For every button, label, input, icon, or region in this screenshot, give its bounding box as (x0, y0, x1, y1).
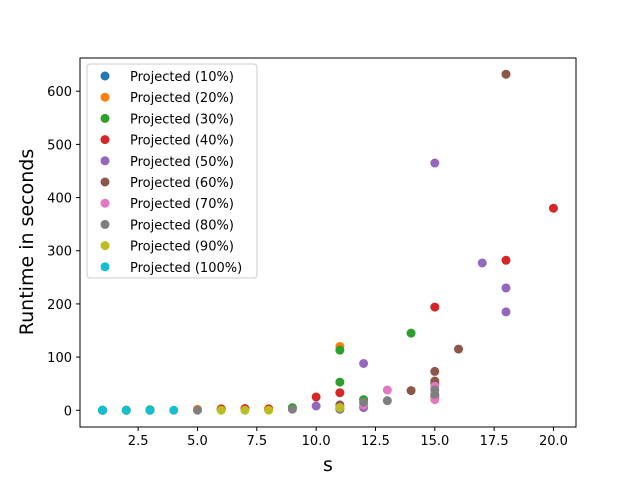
series-9 (98, 403, 345, 415)
legend-marker (100, 135, 110, 145)
plot-frame (79, 57, 577, 428)
y-tick-label: 200 (47, 298, 72, 313)
data-point (430, 389, 440, 399)
data-point (335, 377, 345, 387)
y-tick-label: 500 (47, 138, 72, 153)
legend-marker (100, 241, 110, 251)
data-point (382, 396, 392, 406)
legend-label: Projected (50%) (130, 155, 234, 170)
legend-marker (100, 71, 110, 81)
y-tick-label: 400 (47, 192, 72, 207)
data-point (121, 405, 131, 415)
data-point (216, 405, 226, 415)
data-point (335, 388, 345, 398)
legend-marker (100, 177, 110, 187)
y-axis: 0 100 200 300 400 500 600 (47, 85, 80, 419)
legend-label: Projected (100%) (130, 261, 242, 276)
plot-area (98, 69, 558, 415)
x-tick-label: 12.5 (361, 434, 390, 449)
legend-marker (100, 219, 110, 229)
data-point (430, 302, 440, 312)
data-point (382, 385, 392, 395)
data-point (264, 405, 274, 415)
data-point (477, 258, 487, 268)
x-tick-label: 15.0 (420, 434, 449, 449)
data-point (145, 405, 155, 415)
legend-marker (100, 198, 110, 208)
x-axis: 2.5 5.0 7.5 10.0 12.5 15.0 17.5 20.0 (128, 427, 568, 449)
data-point (406, 328, 416, 338)
data-point (501, 283, 511, 293)
legend-label: Projected (30%) (130, 112, 234, 127)
data-point (359, 397, 369, 407)
data-point (501, 307, 511, 317)
data-point (406, 386, 416, 396)
data-point (454, 344, 464, 354)
x-tick-label: 10.0 (302, 434, 331, 449)
series-5 (311, 158, 511, 413)
x-tick-label: 20.0 (539, 434, 568, 449)
legend-label: Projected (80%) (130, 218, 234, 233)
legend-marker (100, 113, 110, 123)
x-tick-label: 7.5 (246, 434, 267, 449)
legend-label: Projected (20%) (130, 91, 234, 106)
x-tick-label: 2.5 (128, 434, 149, 449)
legend-marker (100, 262, 110, 272)
legend-label: Projected (10%) (130, 70, 234, 85)
y-tick-label: 0 (64, 404, 72, 419)
data-point (240, 405, 250, 415)
y-tick-label: 100 (47, 351, 72, 366)
data-point (430, 366, 440, 376)
legend-box (86, 63, 258, 279)
y-tick-label: 600 (47, 85, 72, 100)
data-point (335, 403, 345, 413)
legend-marker (100, 92, 110, 102)
x-tick-label: 17.5 (480, 434, 509, 449)
data-point (335, 345, 345, 355)
data-point (548, 203, 558, 213)
data-point (311, 392, 321, 402)
legend-marker (100, 156, 110, 166)
legend: Projected (10%) Projected (20%) Projected … (86, 63, 258, 279)
legend-label: Projected (90%) (130, 240, 234, 255)
data-point (359, 358, 369, 368)
legend-label: Projected (70%) (130, 197, 234, 212)
x-axis-label: s (323, 454, 333, 476)
legend-label: Projected (40%) (130, 134, 234, 149)
data-point (287, 404, 297, 414)
y-tick-label: 300 (47, 245, 72, 260)
y-axis-label: Runtime in seconds (16, 149, 38, 335)
data-point (501, 69, 511, 79)
data-point (430, 158, 440, 168)
legend-label: Projected (60%) (130, 176, 234, 191)
data-point (501, 255, 511, 265)
data-point (311, 401, 321, 411)
x-tick-label: 5.0 (187, 434, 208, 449)
data-point (98, 405, 108, 415)
data-point (192, 405, 202, 415)
series-10 (98, 405, 179, 415)
data-point (169, 405, 179, 415)
